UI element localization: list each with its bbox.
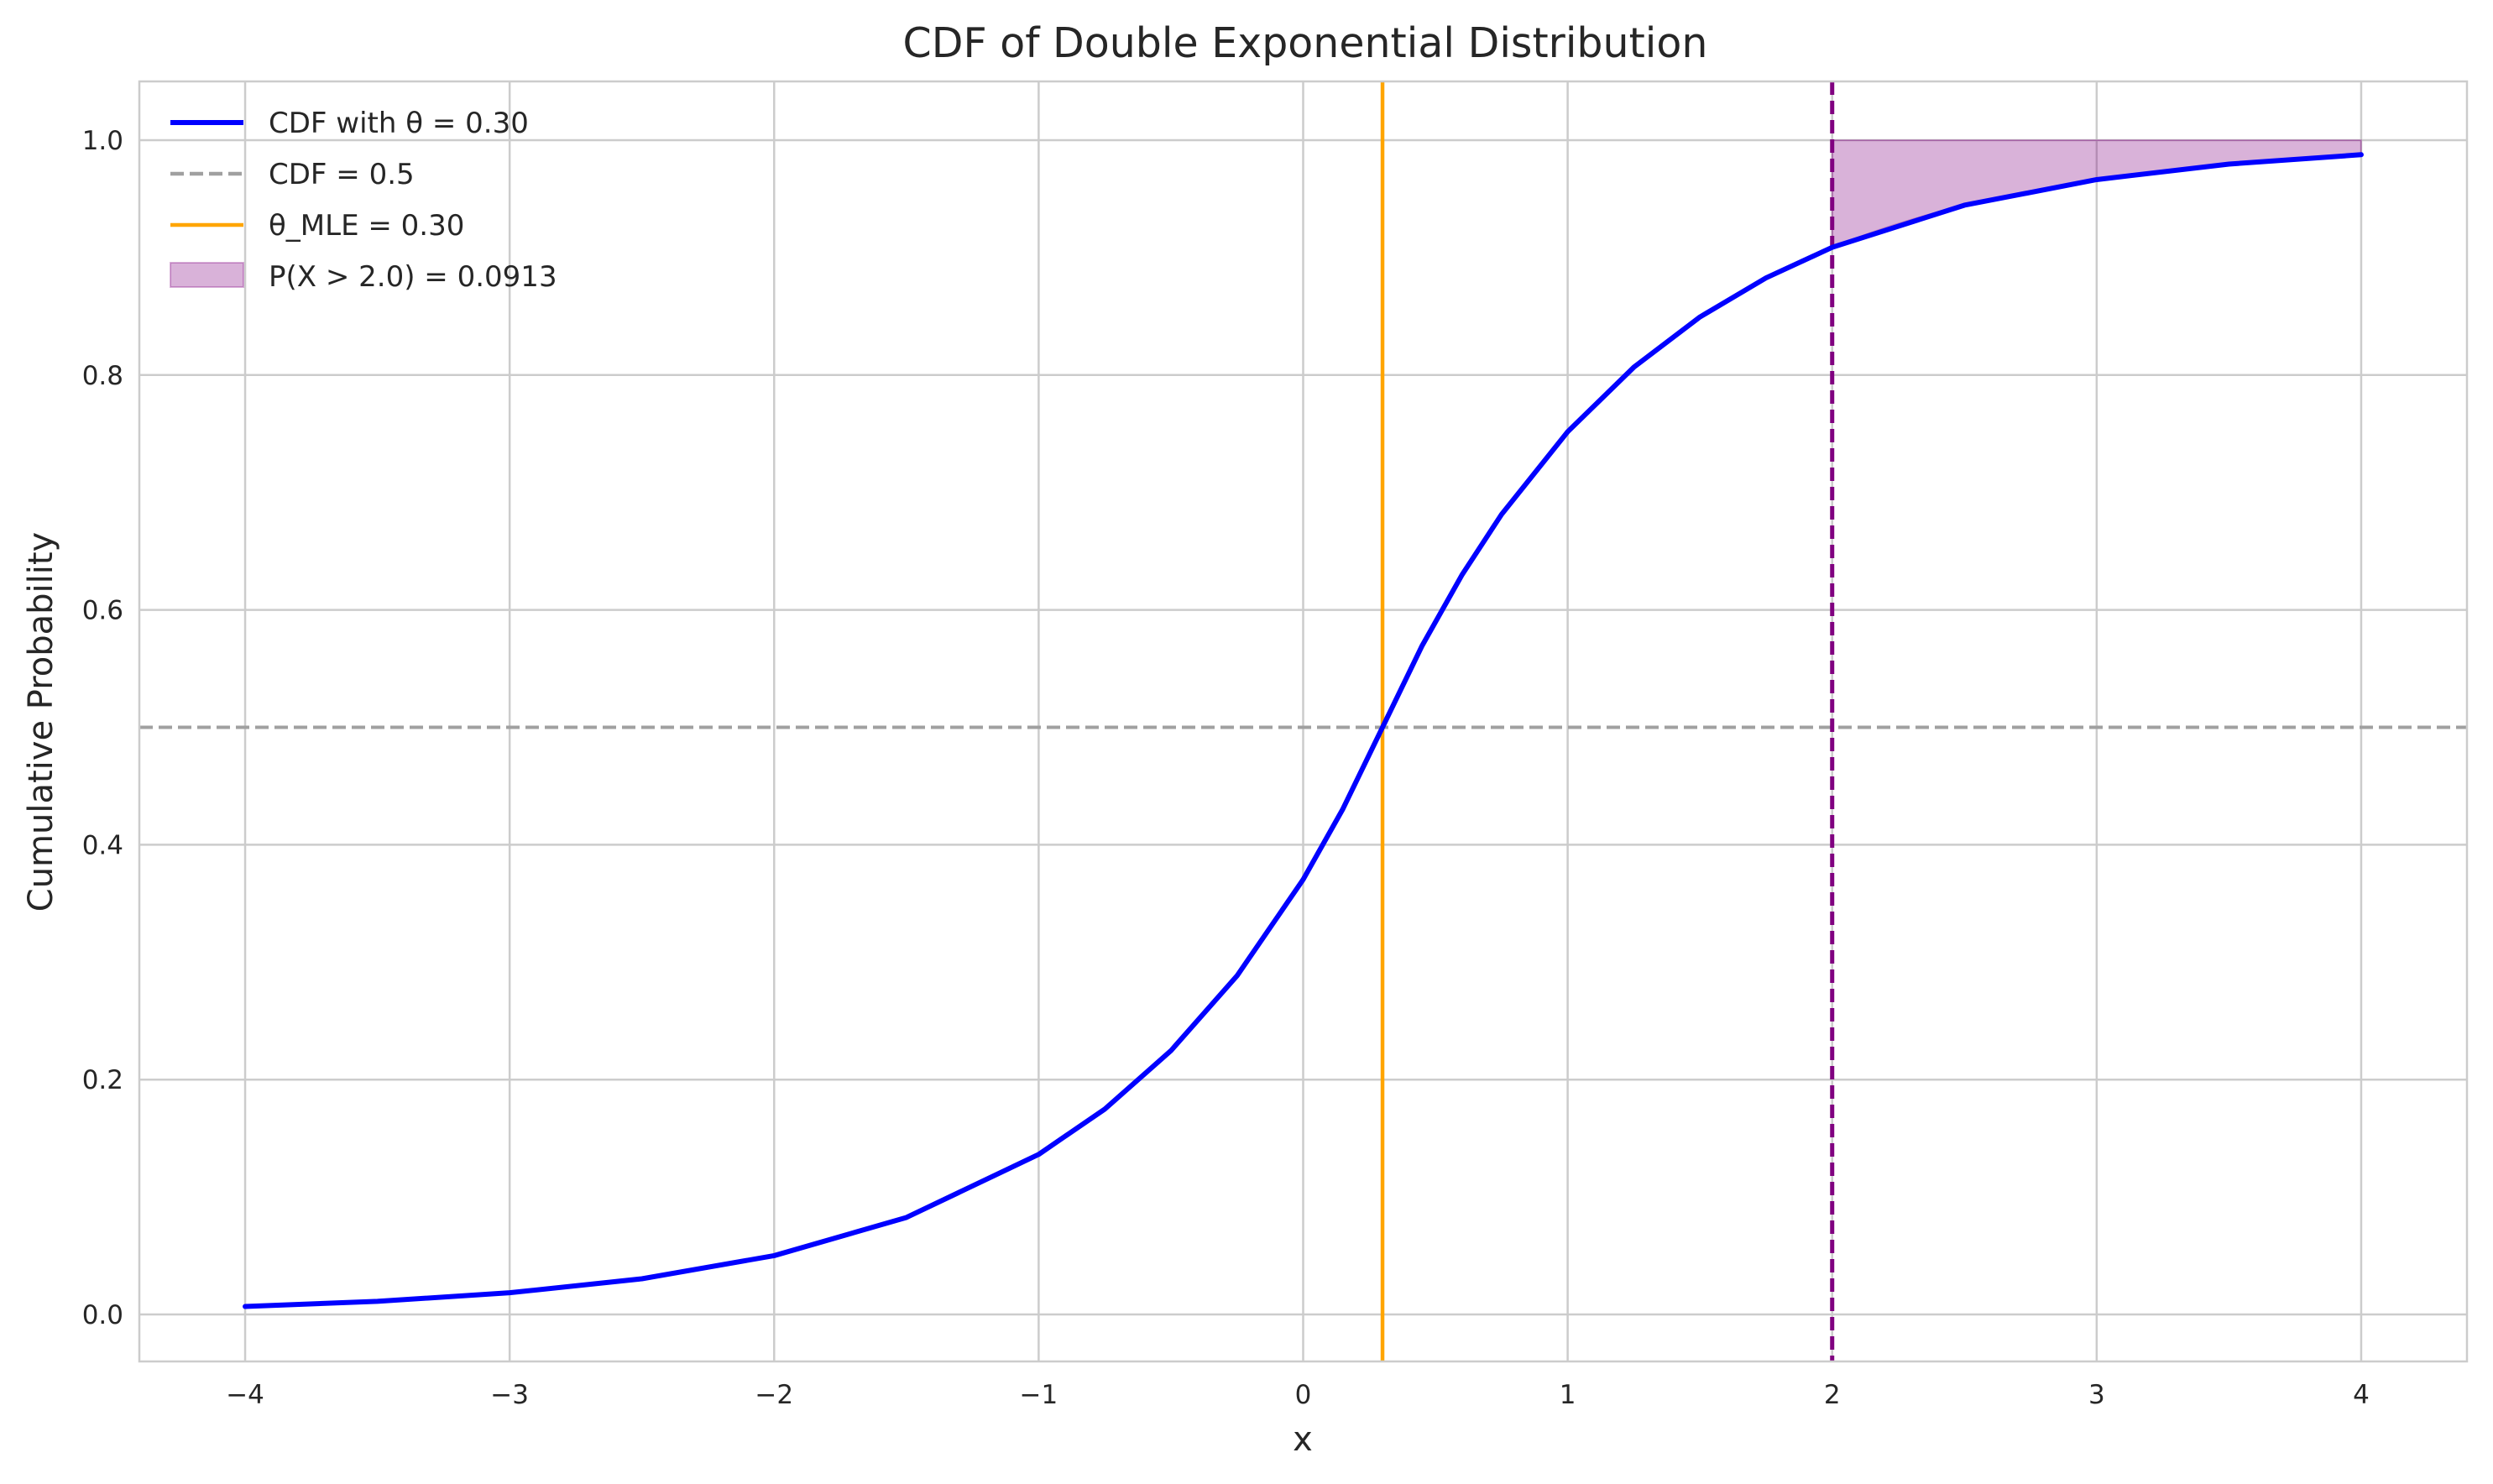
x-tick-label: 1 — [1560, 1380, 1576, 1410]
legend-label-cdf-line: CDF with θ = 0.30 — [269, 107, 529, 140]
y-tick-label: 0.6 — [82, 596, 123, 626]
y-tick-label: 0.4 — [82, 830, 123, 860]
x-tick-label: −1 — [1020, 1380, 1058, 1410]
x-tick-label: 0 — [1295, 1380, 1312, 1410]
legend: CDF with θ = 0.30 CDF = 0.5 θ_MLE = 0.30… — [170, 107, 557, 294]
y-tick-label: 0.0 — [82, 1300, 123, 1330]
x-tick-labels: −4 −3 −2 −1 0 1 2 3 4 — [226, 1380, 2370, 1410]
x-tick-label: −3 — [490, 1380, 529, 1410]
y-tick-labels: 0.0 0.2 0.4 0.6 0.8 1.0 — [82, 126, 123, 1330]
x-tick-label: −4 — [226, 1380, 264, 1410]
curve-layer — [243, 152, 2364, 1309]
plot-area — [138, 80, 2469, 1363]
x-tick-label: 2 — [1824, 1380, 1841, 1410]
plot-frame — [138, 80, 2469, 1363]
y-tick-label: 0.2 — [82, 1065, 123, 1095]
x-axis-title: x — [1293, 1420, 1313, 1459]
legend-label-theta-mle: θ_MLE = 0.30 — [269, 209, 464, 243]
legend-label-tail-fill: P(X > 2.0) = 0.0913 — [269, 260, 557, 294]
y-tick-label: 1.0 — [82, 126, 123, 156]
cdf-curve — [243, 152, 2364, 1309]
legend-swatch-tail-fill — [170, 262, 244, 288]
legend-label-median: CDF = 0.5 — [269, 158, 415, 191]
y-tick-label: 0.8 — [82, 361, 123, 391]
reference-lines — [139, 81, 2467, 1361]
chart-title: CDF of Double Exponential Distribution — [903, 19, 1708, 67]
x-tick-label: 4 — [2353, 1380, 2370, 1410]
x-tick-label: −2 — [755, 1380, 793, 1410]
y-axis-title: Cumulative Probability — [22, 532, 60, 912]
x-tick-label: 3 — [2088, 1380, 2105, 1410]
